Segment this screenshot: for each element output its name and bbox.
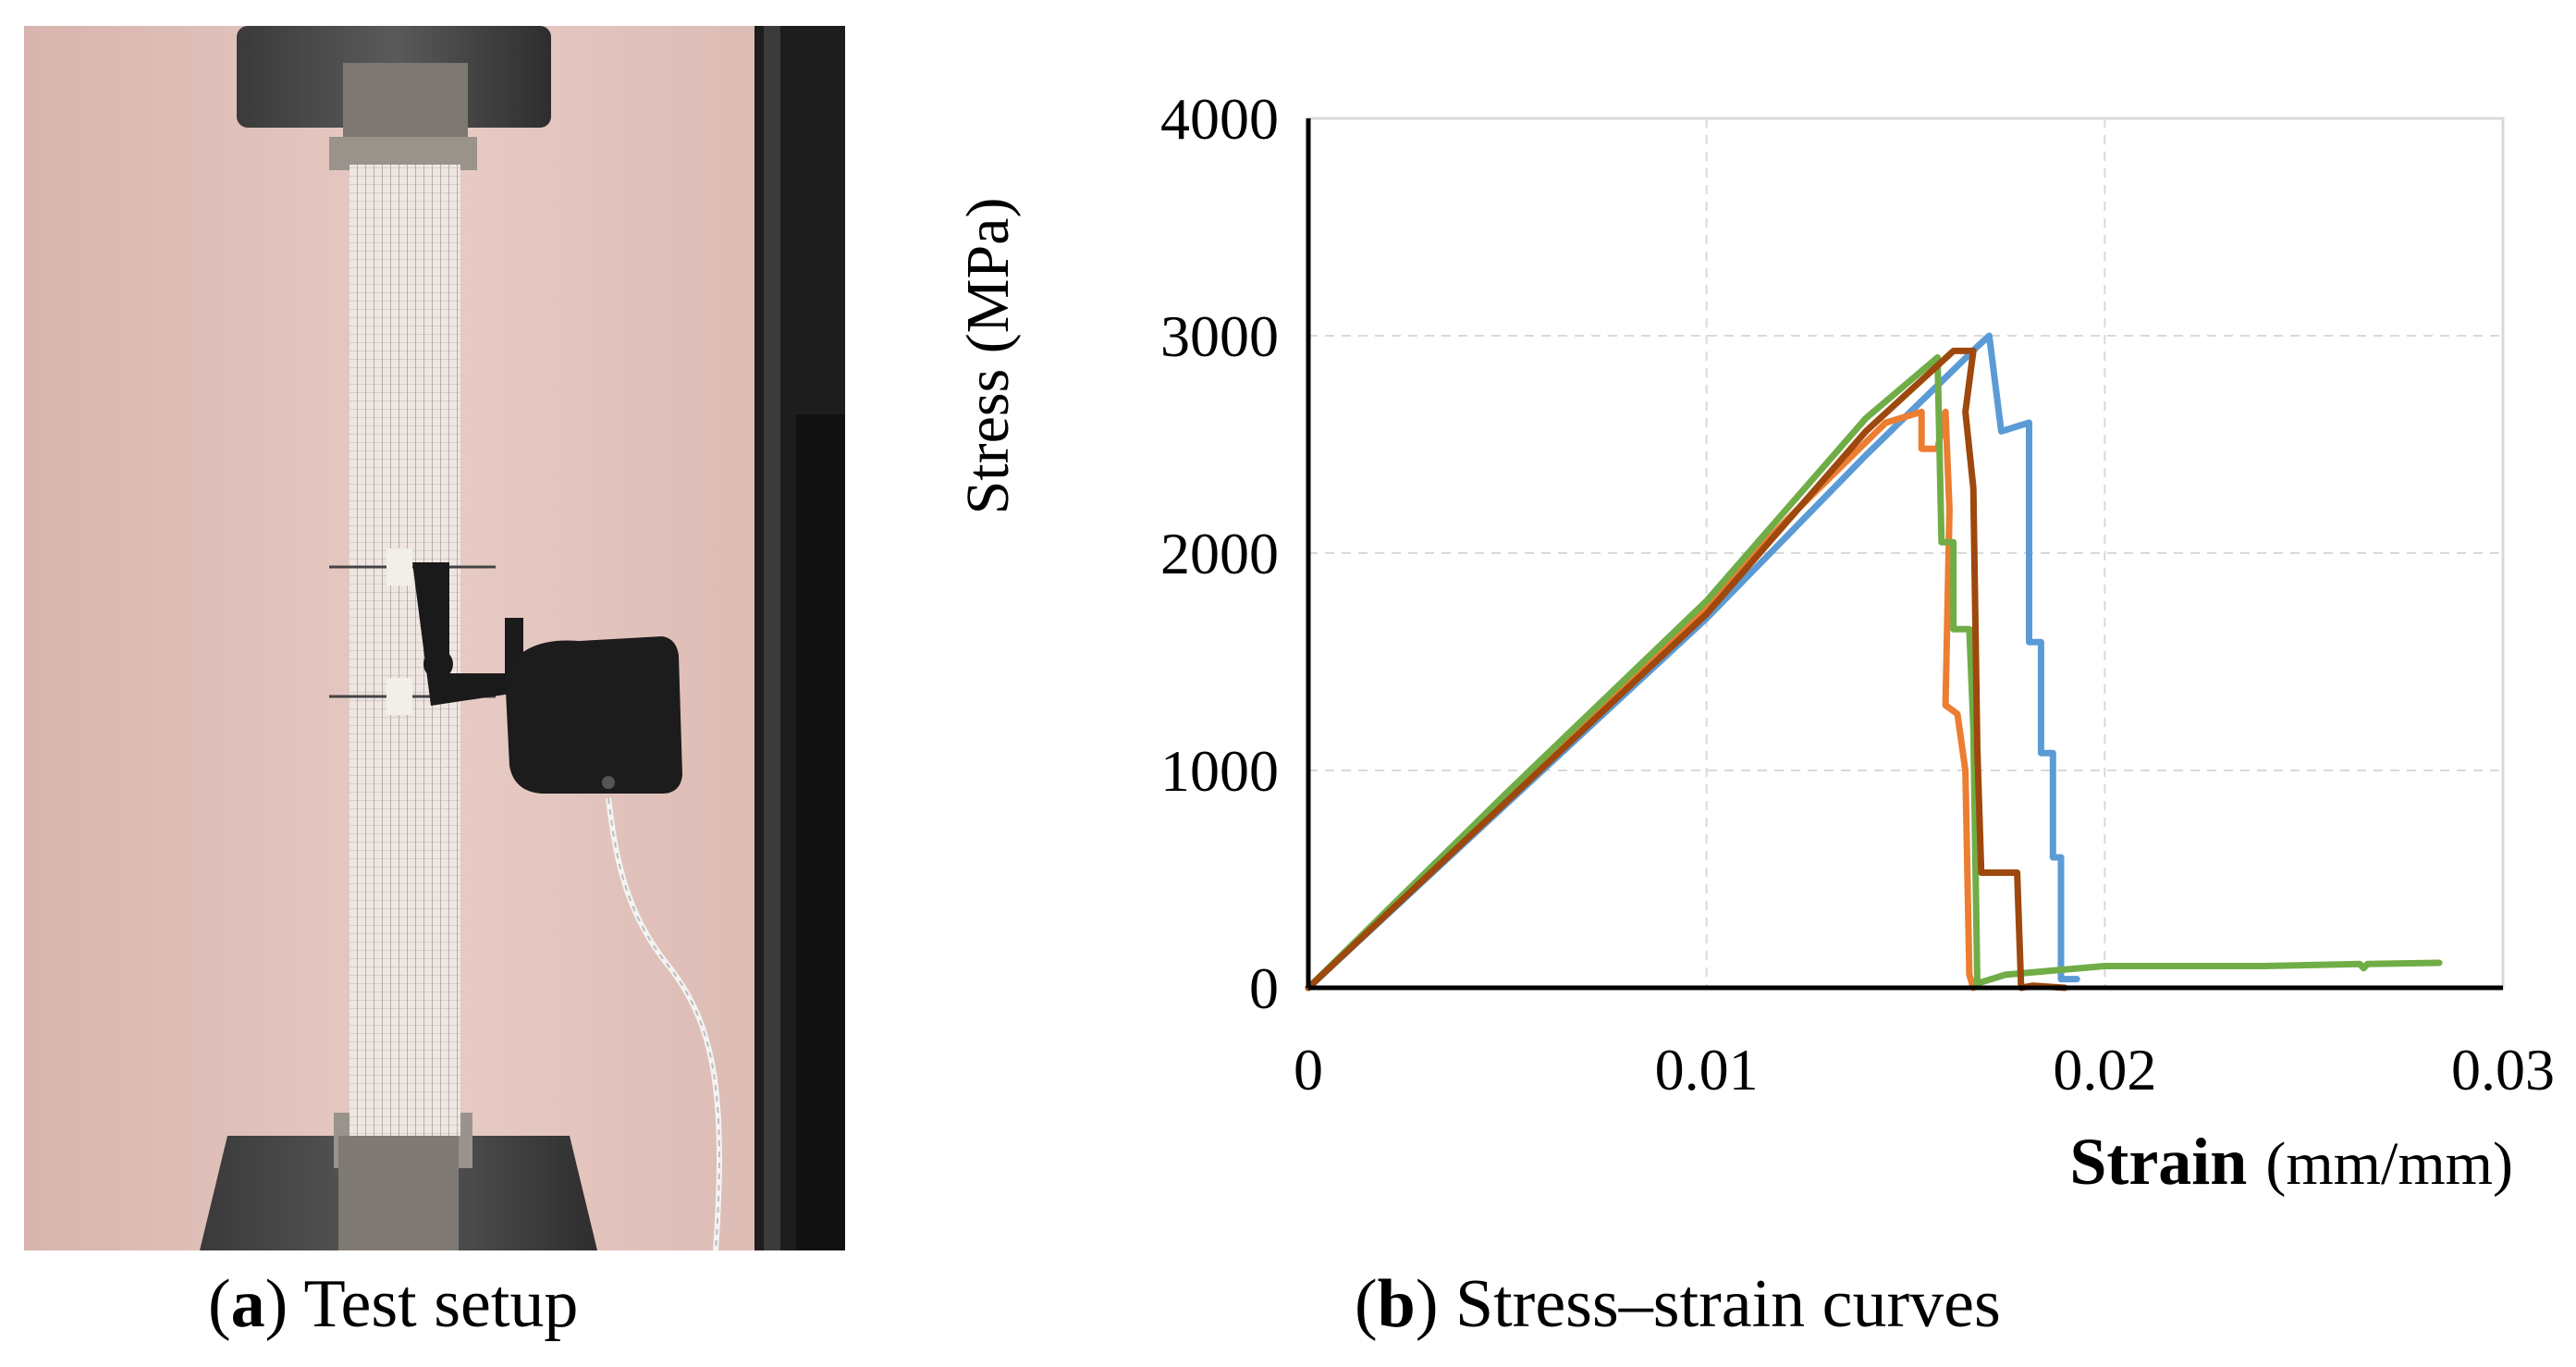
grid-lines	[1308, 117, 2504, 988]
series-line-3	[1305, 354, 2443, 991]
test-setup-photo	[24, 26, 845, 1250]
x-tick-label: 0.02	[2053, 1037, 2156, 1102]
caption-b-letter: b	[1377, 1266, 1416, 1342]
x-axis-title-bold: Strain	[2069, 1125, 2247, 1199]
x-axis-title: Strain (mm/mm)	[2069, 1125, 2513, 1199]
y-tick-label: 1000	[1160, 738, 1279, 804]
y-tick-label: 0	[1249, 955, 1279, 1021]
y-axis-title: Stress (MPa)	[954, 198, 1022, 515]
x-tick-label: 0.03	[2451, 1037, 2555, 1102]
data-series	[1305, 332, 2443, 991]
caption-a-letter: a	[230, 1266, 265, 1342]
caption-a-text: Test setup	[303, 1266, 579, 1342]
tick-labels: 0 1000 2000 3000 4000 0 0.01 0.02 0.03	[1160, 86, 2555, 1102]
caption-test-setup: (a) Test setup	[208, 1266, 579, 1342]
series-line-4	[1305, 347, 2068, 991]
caption-b-text: Stress–strain curves	[1454, 1266, 2001, 1342]
series-line-1	[1305, 332, 2080, 991]
y-tick-label: 2000	[1160, 521, 1279, 586]
y-tick-label: 3000	[1160, 303, 1279, 369]
y-tick-label: 4000	[1160, 86, 1279, 152]
x-tick-label: 0	[1294, 1037, 1323, 1102]
x-tick-label: 0.01	[1655, 1037, 1759, 1102]
caption-stress-strain: (b) Stress–strain curves	[1355, 1266, 2001, 1342]
x-axis-title-unit: (mm/mm)	[2265, 1130, 2513, 1198]
plot-area-border	[1306, 117, 2505, 990]
